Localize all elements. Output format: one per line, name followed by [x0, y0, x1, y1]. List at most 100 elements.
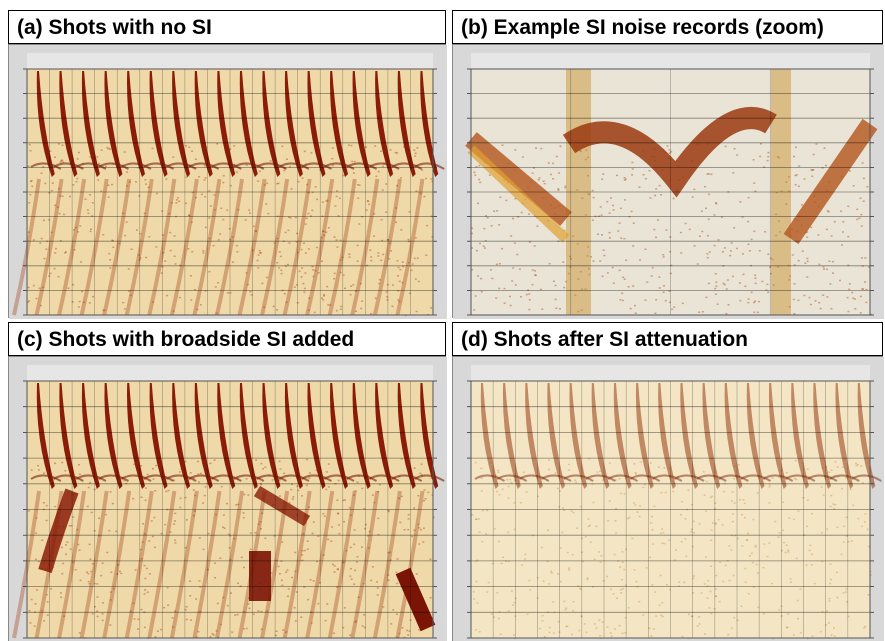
noise — [285, 301, 288, 304]
refraction — [395, 178, 425, 316]
noise — [603, 254, 606, 257]
noise — [648, 627, 651, 629]
noise — [77, 151, 80, 154]
noise — [649, 462, 652, 464]
noise — [37, 464, 40, 467]
noise — [308, 506, 311, 508]
shot-wedge — [525, 383, 543, 489]
noise — [337, 215, 340, 217]
noise — [282, 240, 285, 243]
noise — [64, 251, 67, 253]
noise — [69, 548, 72, 550]
noise — [429, 558, 432, 561]
noise — [572, 600, 575, 603]
noise — [646, 281, 649, 283]
noise — [701, 230, 704, 233]
noise — [731, 513, 734, 515]
noise — [571, 554, 574, 556]
noise — [480, 477, 483, 479]
noise — [706, 585, 709, 587]
noise — [652, 628, 655, 630]
noise — [534, 274, 537, 276]
reflection — [696, 474, 727, 482]
noise — [331, 147, 334, 149]
noise — [280, 560, 283, 562]
noise — [581, 560, 584, 563]
noise — [258, 170, 261, 173]
noise — [372, 235, 375, 237]
noise — [28, 610, 31, 612]
noise — [654, 312, 657, 315]
event — [467, 145, 570, 243]
noise — [188, 146, 191, 149]
noise — [215, 513, 218, 516]
noise — [524, 553, 527, 556]
noise — [730, 627, 733, 629]
noise — [715, 595, 718, 598]
noise — [377, 255, 380, 257]
noise — [501, 144, 504, 146]
noise — [531, 534, 534, 537]
noise — [810, 564, 813, 566]
refraction — [350, 178, 380, 316]
noise — [652, 543, 655, 545]
noise — [143, 532, 146, 535]
noise — [297, 489, 300, 492]
noise — [512, 634, 515, 636]
refraction — [12, 490, 41, 639]
noise — [173, 610, 176, 612]
noise — [498, 287, 501, 290]
reflection — [256, 474, 287, 482]
noise — [330, 540, 333, 542]
noise — [826, 210, 829, 212]
noise — [547, 611, 550, 613]
noise — [39, 304, 42, 307]
noise — [198, 580, 201, 582]
noise — [738, 282, 741, 284]
shot-wedge — [194, 71, 213, 177]
noise — [307, 191, 310, 194]
noise — [374, 297, 377, 300]
noise — [555, 307, 558, 310]
noise — [722, 580, 725, 583]
noise — [721, 250, 724, 253]
noise — [832, 627, 835, 629]
noise — [842, 525, 845, 528]
noise — [216, 602, 219, 605]
shot-wedge — [172, 383, 191, 489]
noise — [196, 636, 199, 638]
noise — [273, 535, 276, 537]
noise — [691, 545, 694, 548]
noise — [100, 190, 103, 193]
noise — [615, 532, 618, 534]
noise — [853, 298, 856, 300]
noise — [833, 635, 836, 637]
noise — [155, 464, 158, 467]
noise — [146, 591, 149, 593]
reflection — [413, 474, 445, 482]
noise — [401, 626, 404, 629]
noise — [826, 528, 829, 530]
noise — [173, 255, 176, 257]
noise — [679, 231, 682, 234]
noise — [283, 169, 286, 172]
noise — [587, 267, 590, 270]
noise — [702, 471, 705, 473]
noise — [390, 250, 393, 252]
noise — [713, 244, 716, 247]
noise — [799, 588, 802, 590]
noise — [820, 486, 823, 488]
noise — [660, 491, 663, 494]
shot-wedge — [104, 383, 123, 489]
noise — [391, 305, 394, 308]
noise — [650, 635, 653, 637]
noise — [673, 306, 676, 308]
noise — [336, 568, 339, 571]
reflection — [496, 474, 528, 482]
noise — [59, 239, 62, 242]
noise — [557, 573, 560, 575]
noise — [684, 518, 687, 520]
refraction — [350, 490, 380, 639]
reflection — [75, 162, 107, 170]
noise — [278, 460, 281, 463]
